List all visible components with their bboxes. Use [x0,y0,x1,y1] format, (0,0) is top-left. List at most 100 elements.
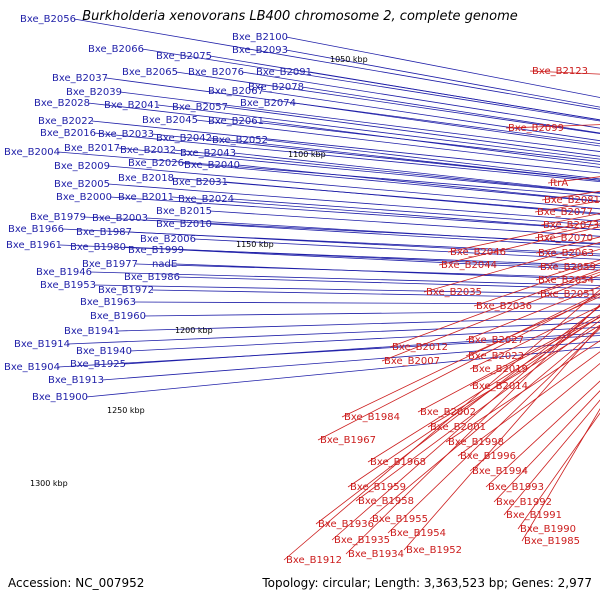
reverse-leader-line [315,305,600,525]
forward-leader-line [233,152,600,193]
forward-leader-line [171,177,600,214]
reverse-gene-label: Bxe_B1955 [372,514,428,525]
forward-leader-line [117,316,600,332]
forward-gene-label: Bxe_B2028 [34,98,90,109]
forward-gene-label: Bxe_B2041 [104,100,160,111]
reverse-leader-line [473,262,600,307]
reverse-leader-line [369,326,600,520]
reverse-gene-label: Bxe_B1954 [390,528,446,539]
forward-leader-line [209,223,600,248]
forward-gene-label: Bxe_B2057 [172,102,228,113]
reverse-gene-label: Bxe_B1996 [460,451,516,462]
forward-gene-label: Bxe_B2004 [4,147,60,158]
reverse-gene-label: Bxe_B1994 [472,466,528,477]
forward-gene-label: Bxe_B2005 [54,179,110,190]
forward-leader-line [73,18,600,110]
forward-leader-line [237,164,600,202]
forward-gene-label: Bxe_B1977 [82,259,138,270]
forward-leader-line [129,231,600,257]
forward-gene-label: Bxe_B2037 [52,73,108,84]
reverse-gene-label: Bxe_B1934 [348,549,404,560]
reverse-leader-line [485,380,600,488]
forward-gene-label: Bxe_B2016 [40,128,96,139]
reverse-gene-label: Bxe_B2019 [472,364,528,375]
reverse-leader-line [403,325,600,551]
forward-leader-line [129,326,600,352]
forward-gene-label: Bxe_B1940 [76,346,132,357]
forward-gene-label: Bxe_B2026 [128,158,184,169]
forward-gene-label: Bxe_B2100 [232,32,288,43]
forward-leader-line [175,263,600,281]
gene-labels: Bxe_B2056 Bxe_B2100 Bxe_B2066 Bxe_B2093 Bxe_… [4,14,600,566]
reverse-leader-line [427,324,600,428]
forward-gene-label: Bxe_B2075 [156,51,212,62]
reverse-gene-label: Bxe_B1998 [448,437,504,448]
forward-leader-line [57,335,600,368]
forward-leader-line [109,196,600,231]
forward-gene-label: Bxe_B2052 [212,135,268,146]
reverse-gene-label: Bxe_B2123 [532,66,588,77]
forward-leader-line [265,139,600,180]
forward-leader-line [241,71,600,129]
forward-gene-label: Bxe_B2009 [54,161,110,172]
scale-tick-label: 1200 kbp [175,326,213,335]
topology-text: Topology: circular; Length: 3,363,523 bp… [262,576,592,590]
forward-gene-label: Bxe_B1980 [70,242,126,253]
reverse-leader-line [283,289,600,561]
reverse-gene-label: ftrA [550,178,568,189]
forward-gene-label: Bxe_B2093 [232,45,288,56]
reverse-leader-line [345,303,600,555]
reverse-gene-label: Bxe_B2044 [441,260,497,271]
reverse-leader-line [469,316,600,387]
reverse-leader-line [469,305,600,370]
forward-leader-line [261,120,600,165]
reverse-gene-label: Bxe_B2036 [476,301,532,312]
forward-leader-line [231,198,600,226]
reverse-leader-line [387,327,600,534]
reverse-gene-label: Bxe_B1958 [358,496,414,507]
forward-leader-line [177,276,600,290]
forward-gene-label: Bxe_B2022 [38,116,94,127]
reverse-gene-label: Bxe_B1984 [344,412,400,423]
reverse-gene-label: Bxe_B2035 [426,287,482,298]
forward-gene-label: Bxe_B1966 [8,224,64,235]
forward-leader-line [119,91,600,152]
reverse-leader-line [469,362,600,472]
reverse-gene-label: Bxe_B2046 [450,247,506,258]
reverse-gene-label: Bxe_B2063 [538,248,594,259]
forward-leader-line [209,55,600,121]
reverse-leader-line [503,399,600,516]
forward-gene-label: Bxe_B2011 [118,192,174,203]
reverse-gene-label: Bxe_B1985 [524,536,580,547]
reverse-leader-line [367,316,600,463]
forward-gene-label: Bxe_B2015 [156,206,212,217]
forward-leader-line [301,86,600,134]
forward-gene-label: Bxe_B2074 [240,98,296,109]
forward-gene-label: Bxe_B1900 [32,392,88,403]
reverse-gene-label: Bxe_B2012 [392,342,448,353]
forward-leader-line [57,151,600,197]
forward-leader-line [171,196,600,231]
forward-leader-line [123,246,600,269]
reverse-gene-label: Bxe_B1992 [496,497,552,508]
forward-leader-line [135,263,600,279]
forward-gene-label: Bxe_B1913 [48,375,104,386]
forward-leader-line [225,181,600,215]
forward-gene-label: Bxe_B2033 [98,129,154,140]
forward-leader-line [151,289,600,299]
scale-tick-label: 1150 kbp [236,240,274,249]
reverse-gene-label: Bxe_B2007 [384,356,440,367]
forward-leader-line [181,249,600,271]
forward-gene-label: Bxe_B1925 [70,359,126,370]
reverse-gene-label: Bxe_B2077 [537,207,593,218]
forward-leader-line [141,48,600,122]
forward-leader-line [151,133,600,181]
forward-gene-label: Bxe_B2067 [208,86,264,97]
label-leader-lines [57,18,600,561]
forward-leader-line [67,322,600,345]
map-title: Burkholderia xenovorans LB400 chromosome… [82,9,518,24]
forward-leader-line [145,217,600,245]
reverse-gene-label: Bxe_B2001 [430,422,486,433]
reverse-leader-line [347,315,600,488]
